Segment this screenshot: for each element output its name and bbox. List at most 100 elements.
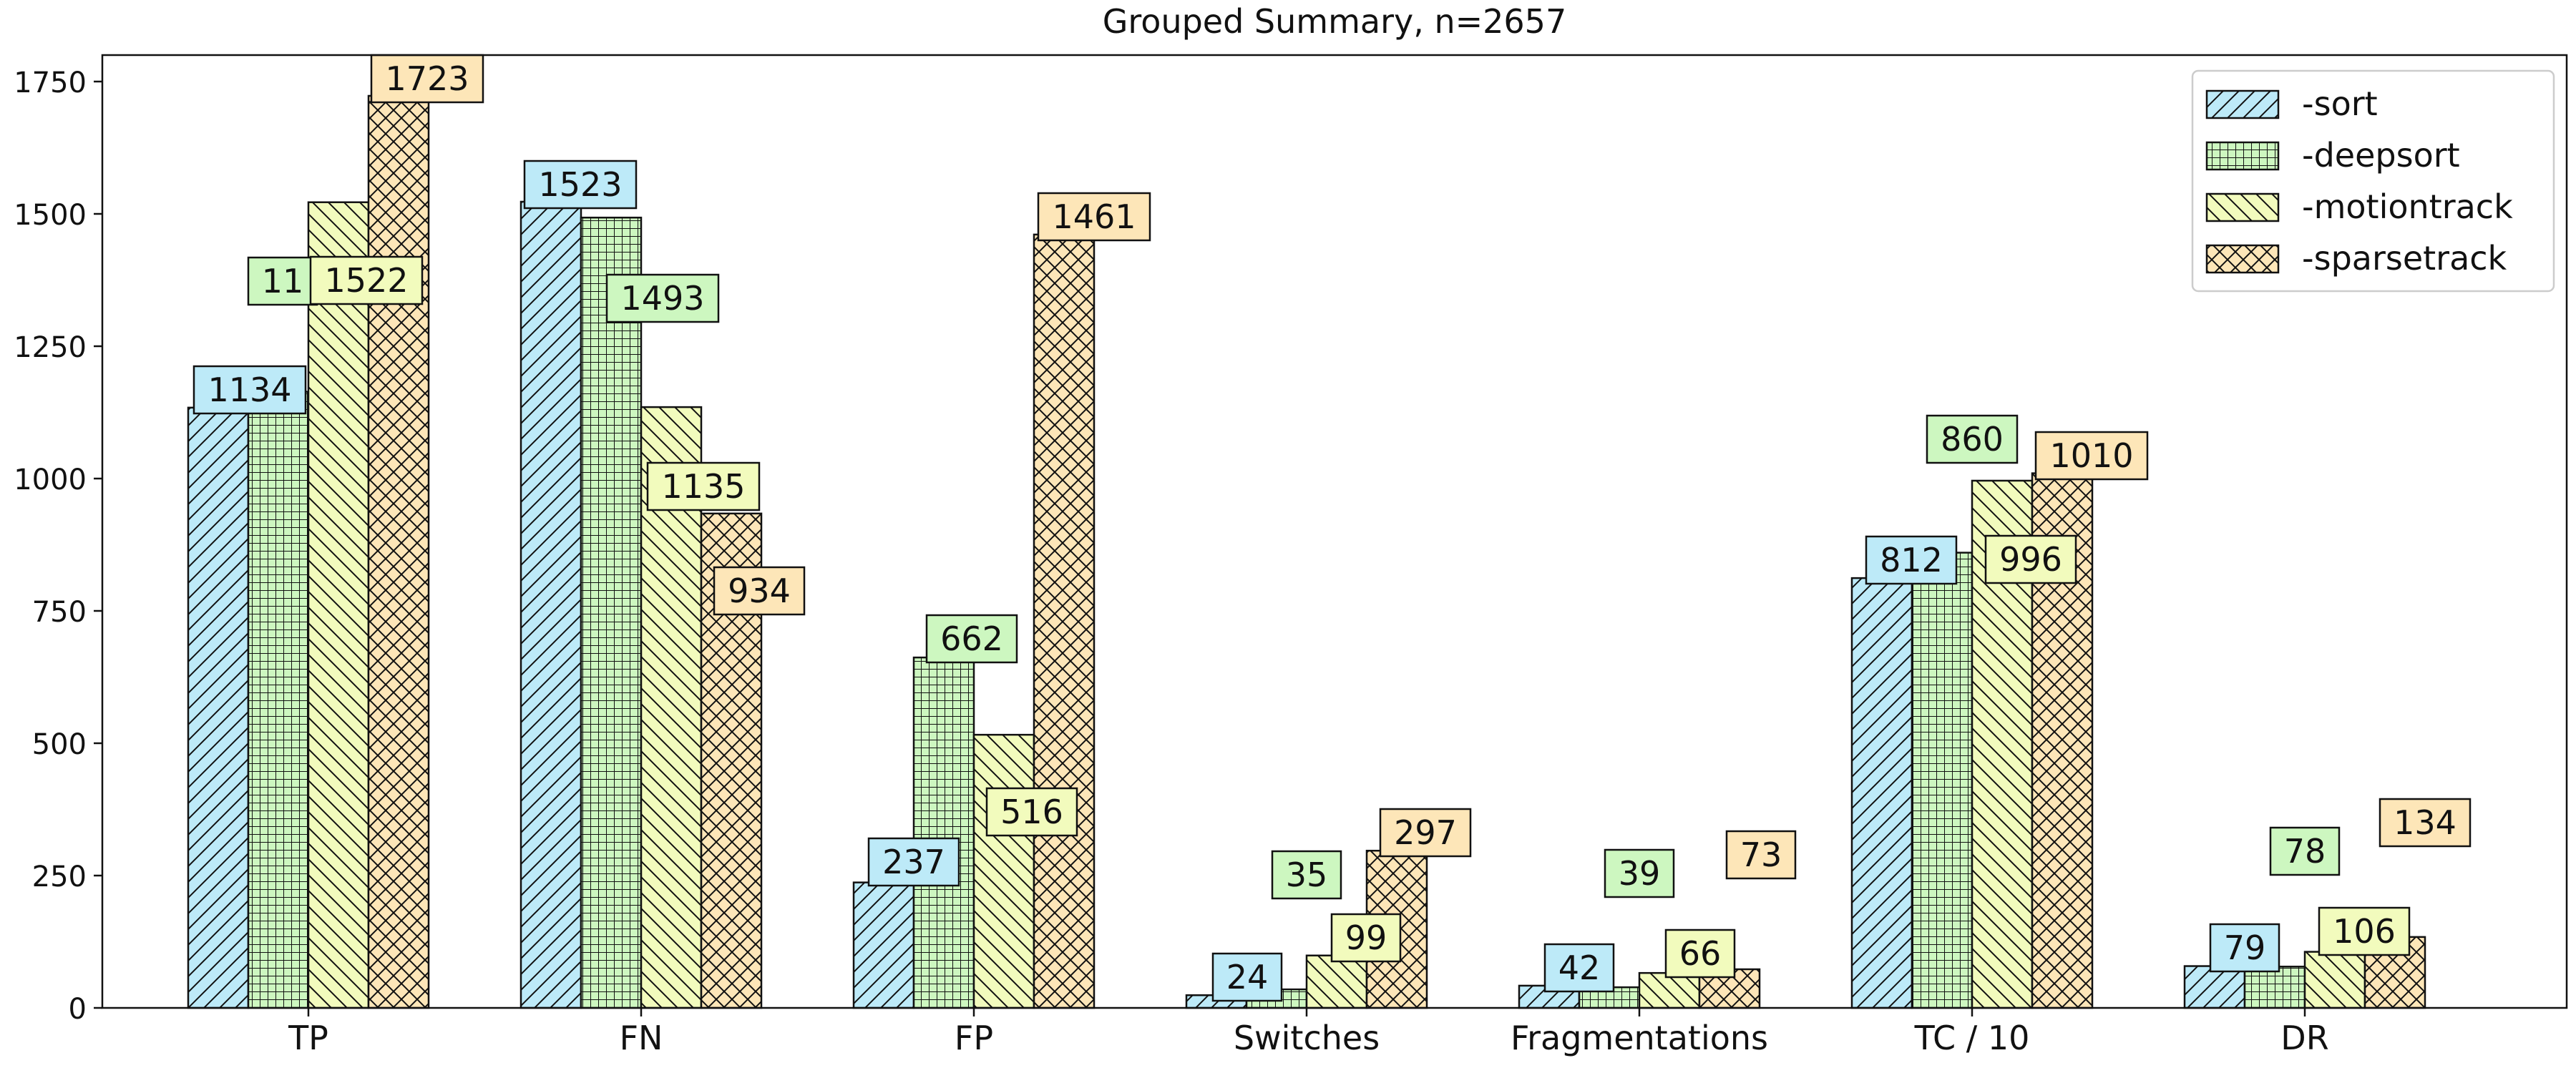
legend-label: -motiontrack [2302,187,2513,226]
data-label-box [2209,923,2280,973]
axes-layer: 0 250 500 750 1000 1250 1500 1750 TP FN FP Switches… [14,67,2328,1057]
legend-swatch-outline [2205,89,2280,119]
data-label: 996 [1999,540,2062,579]
data-label: 42 [1558,949,1601,987]
bar-outline [307,201,370,1009]
data-label: 860 [1941,420,2004,459]
legend-swatch-outline [2205,192,2280,222]
y-tick-label: 1750 [14,67,87,99]
data-label: 1461 [1052,197,1136,236]
y-tick-label: 1500 [14,199,87,232]
bar-outline [2303,951,2366,1009]
data-label-box [1543,943,1615,993]
data-labels-layer: 1134 1523 237 24 42 812 79 11 1493 662 35 39 860 78 15… [192,54,2472,1002]
bar-outline [580,216,643,1009]
y-tick-label: 250 [32,861,87,893]
legend-label: -sparsetrack [2302,239,2507,278]
x-tick-label: FP [955,1019,993,1057]
data-label: 73 [1740,836,1782,874]
bar-outline [1033,233,1096,1009]
data-label-box [646,461,761,511]
data-label: 24 [1226,958,1269,996]
data-label: 516 [1000,793,1063,831]
x-tick-label: Fragmentations [1511,1019,1768,1057]
bar-outline [972,733,1035,1009]
data-label-box [985,787,1078,837]
y-tick-label: 1000 [14,464,87,496]
data-label: 1723 [385,59,469,98]
bar-outline [2243,966,2306,1009]
data-label: 662 [940,619,1003,658]
data-label: 35 [1286,856,1328,894]
data-label: 934 [728,572,791,610]
x-tick-label: FN [620,1019,663,1057]
x-tick-label: TC / 10 [1914,1019,2030,1057]
data-label: 39 [1619,854,1661,893]
data-label-box [867,837,960,887]
data-label-box [370,54,484,104]
x-tick-label: Switches [1234,1019,1380,1057]
data-label-box [925,614,1018,664]
bar-outline [247,391,310,1009]
legend-label: -sort [2302,84,2378,123]
data-label-box [247,256,318,306]
bar-outline [1850,577,1913,1009]
bar-outline [367,94,430,1009]
data-label: 99 [1345,918,1387,957]
data-label-box [1330,913,1402,963]
bar-outline [852,881,915,1009]
legend-swatch-outline [2205,244,2280,274]
y-tick-label: 0 [69,993,87,1026]
data-label: 66 [1679,934,1722,973]
data-label-box [1984,534,2077,584]
data-label: 1134 [208,371,291,409]
data-label: 1493 [620,279,704,318]
bar-outline [1305,954,1368,1009]
y-tick-label: 1250 [14,331,87,364]
bar-outline [187,406,250,1009]
data-label-box [309,255,424,305]
x-tick-label: TP [288,1019,328,1057]
bar-outline [519,200,582,1009]
data-label: 78 [2284,832,2326,871]
data-label-box [605,273,720,323]
bar-outline [912,656,975,1009]
data-label-box [713,566,806,616]
legend-box [2191,69,2555,293]
data-label-box [1865,535,1958,585]
data-label: 1010 [2049,436,2133,475]
data-label-box [1604,848,1675,898]
data-label-box [1271,850,1342,900]
data-label: 237 [882,843,945,881]
data-label: 297 [1394,813,1457,852]
legend-swatch-outline [2205,141,2280,171]
data-label-box [2034,431,2149,481]
bar-outline [2183,965,2246,1009]
plot-frame [101,54,2568,1009]
data-label: 11 [262,262,304,300]
data-label-box [1725,830,1797,880]
data-label: 134 [2394,803,2457,842]
chart-title: Grouped Summary, n=2657 [1103,2,1566,41]
data-label-box [1037,192,1151,242]
y-tick-label: 750 [32,596,87,629]
legend-label: -deepsort [2302,136,2460,175]
data-label: 1522 [324,261,408,300]
data-label: 79 [2224,929,2266,967]
data-label: 812 [1880,541,1943,579]
x-tick-label: DR [2280,1019,2328,1057]
legend: -sort -deepsort -motiontrack -sparsetrack [2191,69,2555,293]
data-label-box [1211,952,1283,1002]
data-label-box [1926,414,2019,464]
data-label-box [1664,929,1736,979]
data-label-box [1379,808,1472,858]
data-label: 1135 [661,467,745,506]
data-label-box [2269,826,2341,876]
y-tick-label: 500 [32,728,87,761]
data-label-box [192,365,307,415]
bar-outline [1911,552,1974,1009]
data-label: 1523 [538,165,622,204]
data-label-box [2379,798,2472,848]
data-label-box [2318,906,2411,956]
